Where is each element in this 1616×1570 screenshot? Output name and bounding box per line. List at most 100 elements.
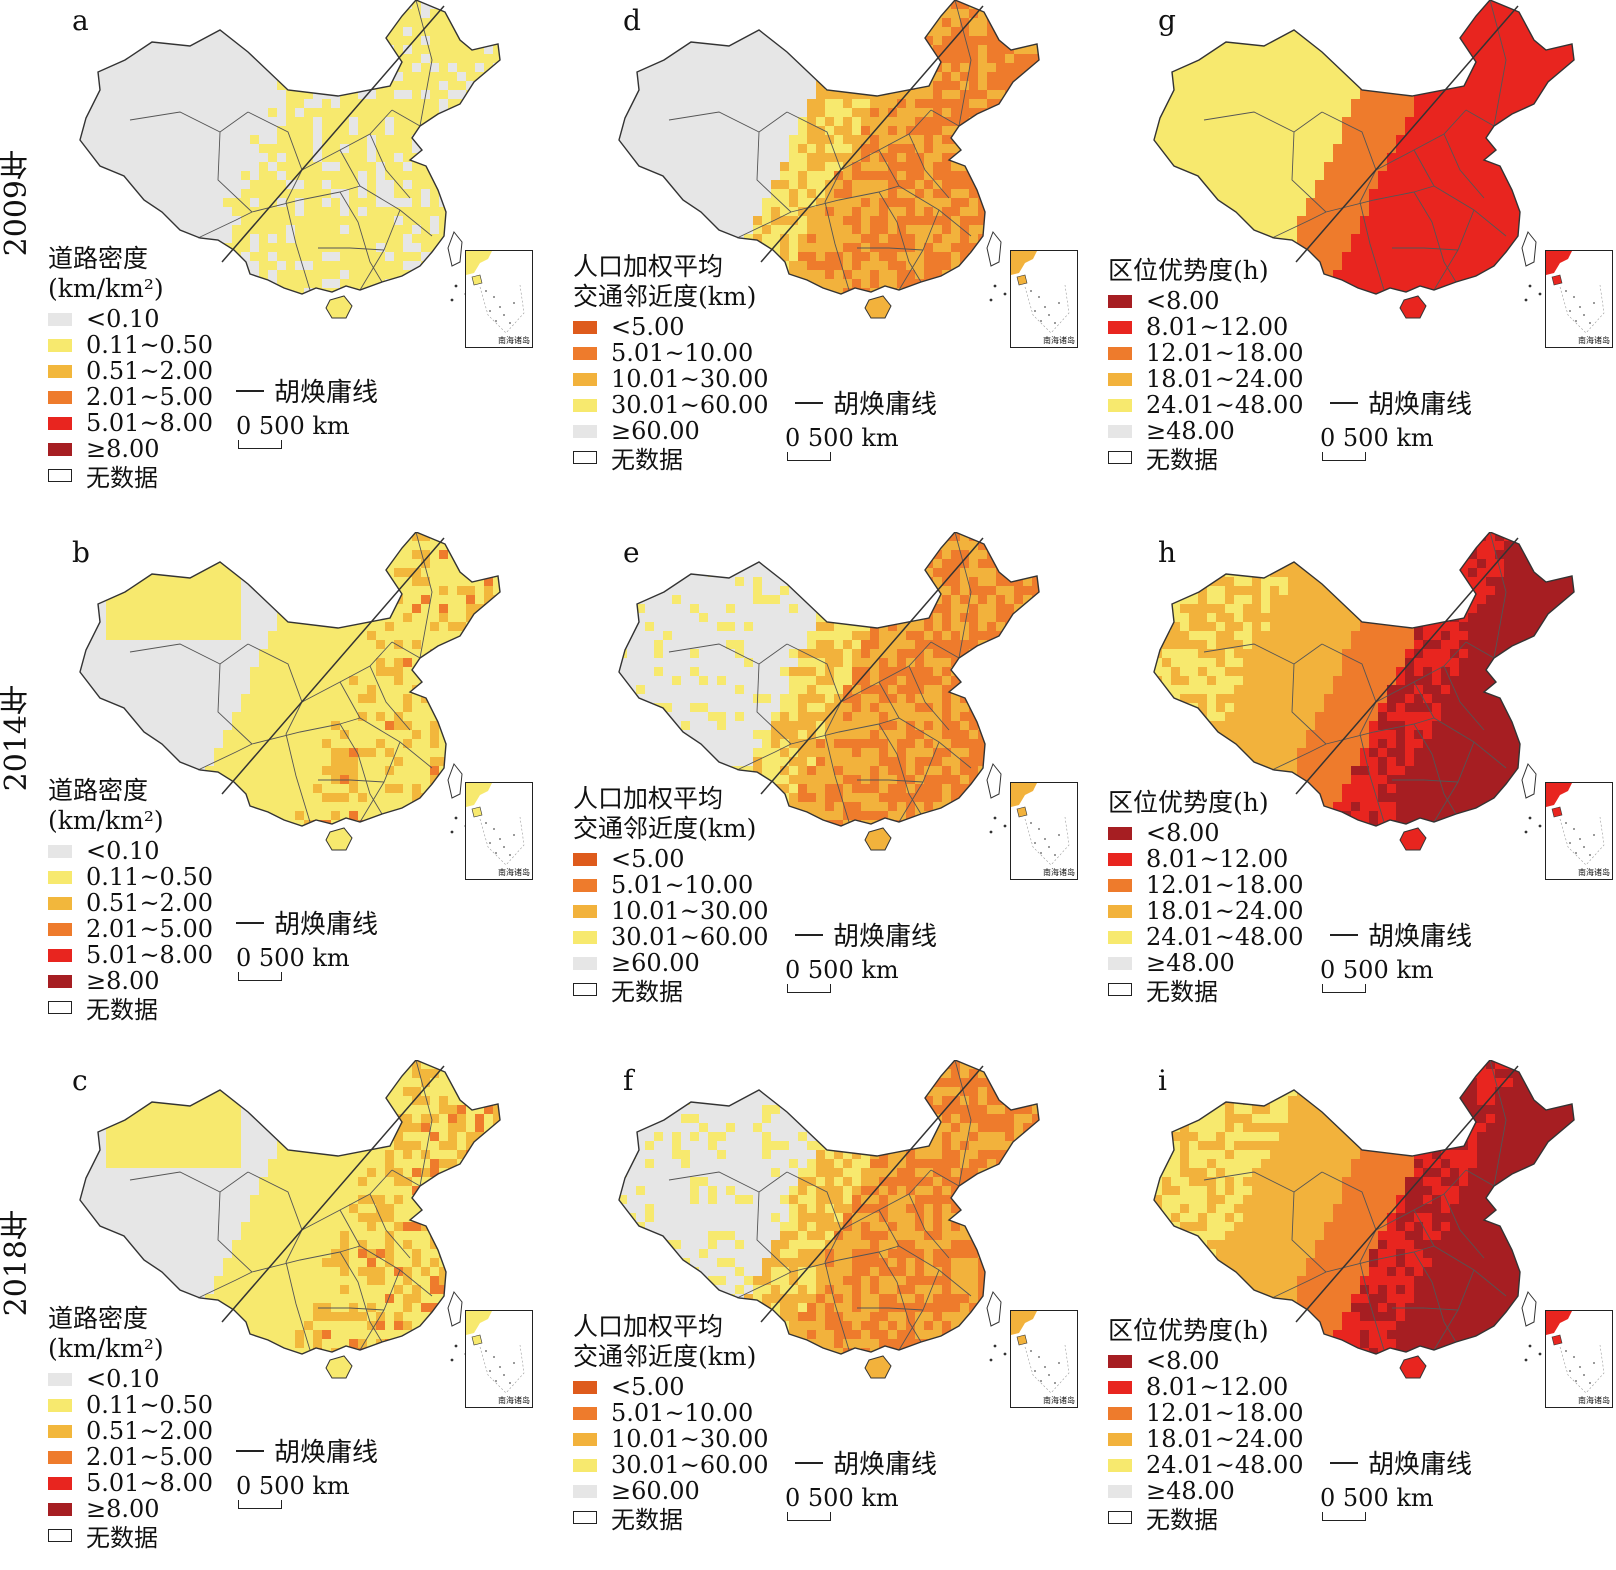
legend-title: 人口加权平均交通邻近度(km): [573, 1312, 756, 1372]
legend-label: 12.01~18.00: [1146, 339, 1304, 367]
legend-swatch: [573, 1381, 597, 1394]
legend-title: 区位优势度(h): [1108, 788, 1269, 818]
taiwan-island: [448, 232, 462, 266]
hu-line-symbol: [795, 402, 823, 404]
legend-swatch: [1108, 295, 1132, 308]
hu-line-label: 胡焕庸线: [274, 1432, 378, 1469]
legend-item: 5.01~8.00: [48, 942, 213, 968]
legend-item: 8.01~12.00: [1108, 1374, 1304, 1400]
legend-label: 无数据: [1146, 440, 1218, 475]
legend-swatch: [573, 321, 597, 334]
legend-title: 道路密度(km/km²): [48, 244, 164, 304]
scale-zero: 0: [785, 956, 808, 984]
hu-line-label: 胡焕庸线: [833, 916, 937, 953]
taiwan-island: [987, 1292, 1001, 1326]
legend-swatch: [573, 451, 597, 464]
legend-item-nodata: 无数据: [48, 994, 213, 1020]
legend-label: 无数据: [1146, 972, 1218, 1007]
legend-swatch: [573, 1511, 597, 1524]
hu-line-legend: 胡焕庸线: [795, 916, 937, 953]
legend-item: <8.00: [1108, 288, 1304, 314]
legend-label: 12.01~18.00: [1146, 871, 1304, 899]
year-label: 2014年: [2, 685, 32, 791]
legend-item: 24.01~48.00: [1108, 392, 1304, 418]
legend-title: 区位优势度(h): [1108, 256, 1269, 286]
taiwan-island: [1522, 232, 1536, 266]
legend-item: 8.01~12.00: [1108, 314, 1304, 340]
legend-swatch: [573, 347, 597, 360]
legend-item: <0.10: [48, 1366, 213, 1392]
legend-swatch: [48, 1001, 72, 1014]
legend-label: 5.01~10.00: [611, 1399, 753, 1427]
south-china-sea-inset: 南海诸岛: [1010, 250, 1078, 348]
legend-label: 无数据: [611, 972, 683, 1007]
taiwan-island: [448, 764, 462, 798]
legend-label: 2.01~5.00: [86, 383, 213, 411]
legend-swatch: [573, 1433, 597, 1446]
scale-bar-line: [1322, 984, 1366, 993]
legend-item: 5.01~10.00: [573, 872, 769, 898]
scale-bar-line: [1322, 1512, 1366, 1521]
legend-swatch: [1108, 1433, 1132, 1446]
south-china-sea-inset: 南海诸岛: [465, 1310, 533, 1408]
legend-label: 无数据: [86, 990, 158, 1025]
legend-swatch: [573, 853, 597, 866]
legend-swatch: [48, 365, 72, 378]
legend-swatch: [48, 845, 72, 858]
scale-zero: 0: [1320, 956, 1343, 984]
legend-label: 0.51~2.00: [86, 357, 213, 385]
scale-zero: 0: [236, 944, 259, 972]
scale-label: 500 km: [808, 424, 899, 452]
hu-line-symbol: [795, 934, 823, 936]
legend-item: <0.10: [48, 306, 213, 332]
scale-bar: 0 500 km: [785, 1484, 899, 1512]
legend-item: <5.00: [573, 846, 769, 872]
scale-label: 500 km: [259, 944, 350, 972]
legend-swatch: [48, 1477, 72, 1490]
legend-item: <8.00: [1108, 1348, 1304, 1374]
legend-item: 30.01~60.00: [573, 924, 769, 950]
legend-label: 5.01~8.00: [86, 1469, 213, 1497]
legend-label: 10.01~30.00: [611, 1425, 769, 1453]
hu-line-label: 胡焕庸线: [833, 384, 937, 421]
legend-label: 0.51~2.00: [86, 1417, 213, 1445]
hainan-island: [326, 296, 352, 318]
hainan-island: [865, 296, 891, 318]
scale-bar: 0 500 km: [1320, 1484, 1434, 1512]
legend-item: 0.51~2.00: [48, 1418, 213, 1444]
legend-item-nodata: 无数据: [48, 1522, 213, 1548]
legend-item: 12.01~18.00: [1108, 872, 1304, 898]
legend-label: 30.01~60.00: [611, 1451, 769, 1479]
south-china-sea-inset: 南海诸岛: [1545, 250, 1613, 348]
legend-swatch: [48, 1425, 72, 1438]
taiwan-island: [987, 764, 1001, 798]
legend-label: 2.01~5.00: [86, 915, 213, 943]
hu-line-label: 胡焕庸线: [833, 1444, 937, 1481]
legend-swatch: [573, 983, 597, 996]
inset-caption: 南海诸岛: [1578, 867, 1610, 878]
hu-line-symbol: [236, 922, 264, 924]
legend-item: 12.01~18.00: [1108, 1400, 1304, 1426]
legend-swatch: [48, 975, 72, 988]
hainan-island: [865, 1356, 891, 1378]
legend-label: 24.01~48.00: [1146, 923, 1304, 951]
legend-swatch: [1108, 827, 1132, 840]
scale-bar-line: [787, 452, 831, 461]
legend-swatch: [573, 1407, 597, 1420]
inset-caption: 南海诸岛: [498, 1395, 530, 1406]
legend-swatch: [48, 391, 72, 404]
legend-item: 10.01~30.00: [573, 1426, 769, 1452]
legend-label: 0.11~0.50: [86, 331, 213, 359]
legend-swatch: [1108, 1459, 1132, 1472]
legend-item: 8.01~12.00: [1108, 846, 1304, 872]
hu-line-symbol: [1330, 934, 1358, 936]
south-china-sea-inset: 南海诸岛: [465, 782, 533, 880]
legend-title: 道路密度(km/km²): [48, 1304, 164, 1364]
scale-bar: 0 500 km: [236, 1472, 350, 1500]
